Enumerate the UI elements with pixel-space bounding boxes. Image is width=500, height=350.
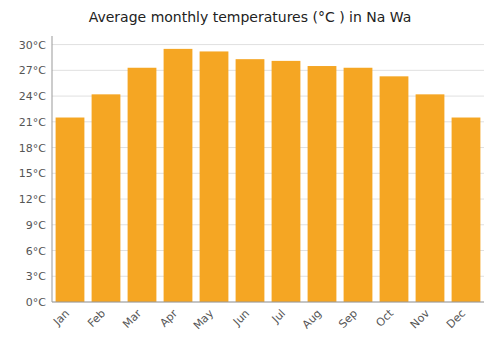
- bar: [344, 68, 373, 302]
- y-tick-label: 15°C: [19, 167, 46, 180]
- y-tick-label: 0°C: [26, 296, 46, 309]
- bar: [380, 76, 409, 302]
- y-axis: 0°C 3°C 6°C 9°C 12°C 15°C 18°C 21°C 24°C 27°C 30°C: [19, 39, 484, 309]
- y-tick-label: 30°C: [19, 39, 46, 52]
- grid-line: [52, 302, 484, 303]
- bar: [236, 59, 265, 302]
- bar: [128, 68, 157, 302]
- y-tick-label: 3°C: [26, 270, 46, 283]
- bar: [92, 94, 121, 302]
- y-axis-line: [52, 36, 53, 302]
- x-tick-label: Dec: [444, 307, 468, 331]
- x-tick-label: Apr: [157, 307, 180, 330]
- x-tick-label: Sep: [336, 307, 360, 331]
- bars: [56, 49, 481, 302]
- x-tick-label: Feb: [85, 307, 108, 330]
- bar: [308, 66, 337, 302]
- y-tick-label: 18°C: [19, 142, 46, 155]
- y-tick-label: 6°C: [26, 245, 46, 258]
- bar: [452, 118, 481, 302]
- title: Average monthly temperatures (°C ) in Na…: [89, 9, 412, 25]
- bar: [416, 94, 445, 302]
- x-tick-label: Jan: [50, 307, 72, 329]
- x-axis-line: [52, 302, 484, 303]
- x-tick-label: Aug: [300, 307, 324, 331]
- x-tick-label: Jun: [230, 307, 252, 329]
- y-tick-label: 21°C: [19, 116, 46, 129]
- page: {"chart_data": {"type": "bar", "title": …: [0, 0, 500, 350]
- grid-line: [52, 70, 484, 71]
- bar: [200, 51, 229, 302]
- y-tick-label: 9°C: [26, 219, 46, 232]
- x-tick-label: Jul: [269, 307, 288, 326]
- x-tick-label: Mar: [120, 307, 144, 331]
- y-tick-label: 27°C: [19, 64, 46, 77]
- y-tick-label: 12°C: [19, 193, 46, 206]
- y-tick-label: 24°C: [19, 90, 46, 103]
- x-tick-label: Nov: [408, 307, 433, 332]
- grid-line: [52, 44, 484, 45]
- bar: [56, 118, 85, 302]
- x-axis: Jan Feb Mar Apr May Jun Jul Aug Sep Oct Nov Dec: [50, 306, 468, 332]
- x-tick-label: Oct: [373, 306, 396, 329]
- bar: [164, 49, 193, 302]
- x-tick-label: May: [191, 307, 217, 333]
- chart: Average monthly temperatures (°C ) in Na…: [0, 0, 500, 350]
- bar: [272, 61, 301, 302]
